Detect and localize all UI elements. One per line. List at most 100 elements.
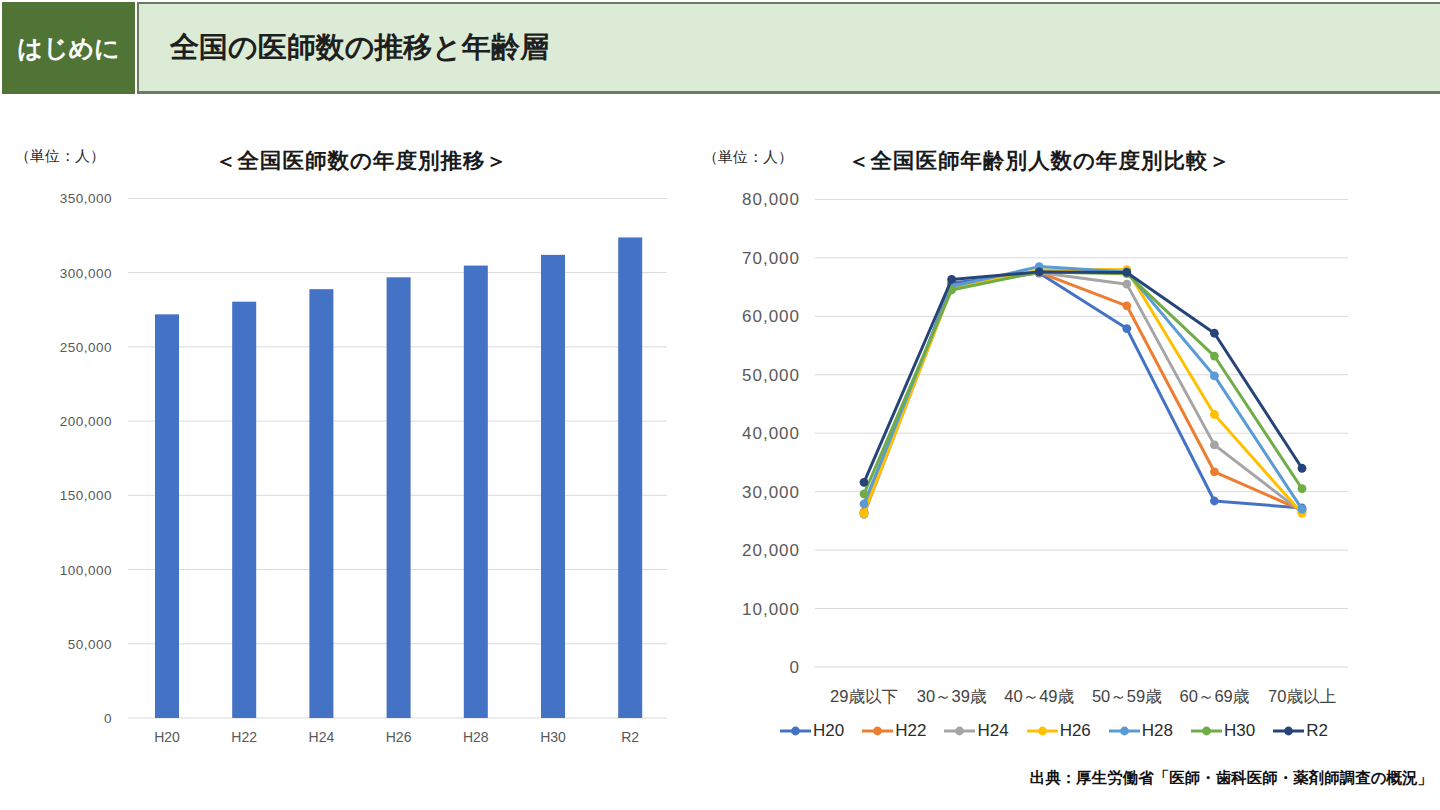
line-chart-unit-label: （単位：人） bbox=[703, 148, 793, 167]
bar-H24 bbox=[309, 289, 333, 718]
legend-label: R2 bbox=[1306, 721, 1328, 741]
legend-label: H26 bbox=[1060, 721, 1091, 741]
x-category-label: H22 bbox=[231, 729, 257, 745]
x-category-label: 50～59歳 bbox=[1092, 687, 1162, 705]
x-category-label: H28 bbox=[463, 729, 489, 745]
y-tick-label: 50,000 bbox=[68, 637, 112, 652]
header-tab: はじめに bbox=[2, 2, 135, 94]
legend-label: H20 bbox=[813, 721, 844, 741]
legend-item-H26: H26 bbox=[1027, 721, 1091, 741]
legend-label: H28 bbox=[1142, 721, 1173, 741]
legend-label: H22 bbox=[895, 721, 926, 741]
marker-H30 bbox=[1298, 484, 1307, 493]
line-chart: 0 10,000 20,000 30,000 40,000 50,000 60,000 70,… bbox=[730, 185, 1420, 770]
y-tick-label: 200,000 bbox=[60, 414, 112, 429]
marker-H28 bbox=[860, 500, 869, 509]
legend-marker-H24 bbox=[944, 725, 975, 737]
y-tick-label: 60,000 bbox=[742, 307, 800, 326]
marker-H26 bbox=[1210, 410, 1219, 419]
header-banner: 全国の医師数の推移と年齢層 bbox=[137, 2, 1440, 94]
legend-dot bbox=[791, 727, 800, 736]
legend-marker-H28 bbox=[1109, 725, 1140, 737]
line-chart-legend: H20 H22 H24 H26 H28 H30 R2 bbox=[744, 721, 1364, 741]
legend-dot bbox=[1120, 727, 1129, 736]
marker-R2 bbox=[1122, 268, 1131, 277]
marker-H30 bbox=[860, 490, 869, 499]
marker-H22 bbox=[1122, 301, 1131, 310]
bar-H28 bbox=[464, 266, 488, 718]
line-chart-title: ＜全国医師年齢別人数の年度別比較＞ bbox=[848, 146, 1231, 175]
legend-dot bbox=[873, 727, 882, 736]
legend-item-R2: R2 bbox=[1273, 721, 1328, 741]
legend-marker-H26 bbox=[1027, 725, 1058, 737]
y-tick-label: 40,000 bbox=[742, 424, 800, 443]
bar-H30 bbox=[541, 255, 565, 718]
legend-dot bbox=[1038, 727, 1047, 736]
y-tick-label: 0 bbox=[790, 658, 800, 677]
x-category-label: 30～39歳 bbox=[917, 687, 987, 705]
legend-item-H30: H30 bbox=[1191, 721, 1255, 741]
y-tick-label: 10,000 bbox=[742, 600, 800, 619]
bar-chart-title: ＜全国医師数の年度別推移＞ bbox=[215, 146, 508, 175]
page-title: 全国の医師数の推移と年齢層 bbox=[170, 28, 549, 68]
x-category-label: H26 bbox=[386, 729, 412, 745]
line-R2 bbox=[864, 272, 1302, 482]
y-tick-label: 80,000 bbox=[742, 190, 800, 209]
bar-H20 bbox=[155, 314, 179, 718]
source-note: 出典：厚生労働省「医師・歯科医師・薬剤師調査の概況」 bbox=[1030, 768, 1433, 789]
marker-R2 bbox=[1210, 329, 1219, 338]
x-category-label: H20 bbox=[154, 729, 180, 745]
bar-H26 bbox=[387, 277, 411, 718]
bar-H22 bbox=[232, 302, 256, 718]
line-H24 bbox=[864, 272, 1302, 514]
marker-R2 bbox=[947, 275, 956, 284]
marker-R2 bbox=[1298, 464, 1307, 473]
y-tick-label: 150,000 bbox=[60, 488, 112, 503]
x-category-label: H24 bbox=[309, 729, 335, 745]
x-category-label: R2 bbox=[621, 729, 639, 745]
marker-H20 bbox=[1122, 324, 1131, 333]
x-category-label: 70歳以上 bbox=[1268, 687, 1336, 705]
y-tick-label: 350,000 bbox=[60, 191, 112, 206]
marker-H20 bbox=[1210, 497, 1219, 506]
x-category-label: 29歳以下 bbox=[830, 687, 898, 705]
legend-marker-H20 bbox=[780, 725, 811, 737]
y-tick-label: 0 bbox=[104, 711, 112, 726]
y-tick-label: 300,000 bbox=[60, 266, 112, 281]
bar-chart-unit-label: （単位：人） bbox=[15, 147, 105, 166]
legend-item-H22: H22 bbox=[862, 721, 926, 741]
line-H22 bbox=[864, 272, 1302, 512]
marker-H26 bbox=[860, 509, 869, 518]
marker-H22 bbox=[1210, 467, 1219, 476]
y-tick-label: 50,000 bbox=[742, 366, 800, 385]
marker-H28 bbox=[1298, 505, 1307, 514]
line-H20 bbox=[864, 273, 1302, 513]
legend-marker-H22 bbox=[862, 725, 893, 737]
marker-H24 bbox=[1210, 440, 1219, 449]
legend-label: H24 bbox=[977, 721, 1008, 741]
y-tick-label: 30,000 bbox=[742, 483, 800, 502]
legend-item-H20: H20 bbox=[780, 721, 844, 741]
bar-chart: 0 50,000 100,000 150,000 200,000 250,000 300,0… bbox=[30, 185, 720, 770]
header-tab-label: はじめに bbox=[17, 32, 119, 65]
y-tick-label: 250,000 bbox=[60, 340, 112, 355]
legend-item-H28: H28 bbox=[1109, 721, 1173, 741]
legend-dot bbox=[1202, 727, 1211, 736]
y-tick-label: 100,000 bbox=[60, 563, 112, 578]
x-category-label: 40～49歳 bbox=[1004, 687, 1074, 705]
legend-dot bbox=[956, 727, 965, 736]
marker-R2 bbox=[1035, 267, 1044, 276]
legend-label: H30 bbox=[1224, 721, 1255, 741]
x-category-label: 60～69歳 bbox=[1180, 687, 1250, 705]
marker-R2 bbox=[860, 478, 869, 487]
legend-marker-R2 bbox=[1273, 725, 1304, 737]
marker-H24 bbox=[1122, 280, 1131, 289]
x-category-label: H30 bbox=[540, 729, 566, 745]
y-tick-label: 20,000 bbox=[742, 541, 800, 560]
legend-dot bbox=[1284, 727, 1293, 736]
marker-H30 bbox=[1210, 352, 1219, 361]
legend-marker-H30 bbox=[1191, 725, 1222, 737]
marker-H28 bbox=[1210, 372, 1219, 381]
y-tick-label: 70,000 bbox=[742, 249, 800, 268]
legend-item-H24: H24 bbox=[944, 721, 1008, 741]
